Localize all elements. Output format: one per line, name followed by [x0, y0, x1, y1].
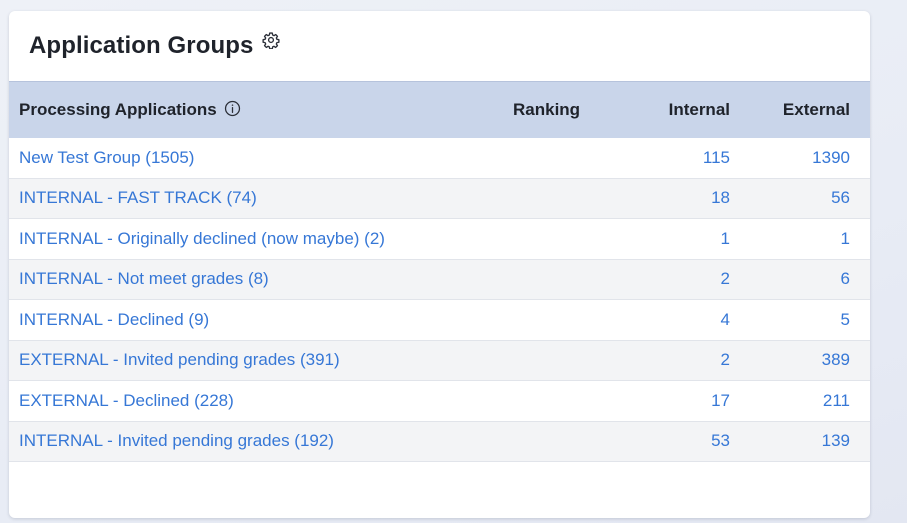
ranking-cell — [469, 340, 629, 381]
gear-icon[interactable] — [262, 31, 281, 50]
ranking-cell — [469, 300, 629, 341]
external-count-link[interactable]: 1390 — [812, 147, 850, 167]
group-link[interactable]: INTERNAL - Not meet grades (8) — [19, 269, 269, 289]
group-link[interactable]: INTERNAL - Declined (9) — [19, 309, 210, 329]
table-row: INTERNAL - Not meet grades (8) 2 6 — [9, 259, 870, 300]
table-row: INTERNAL - Originally declined (now mayb… — [9, 219, 870, 260]
internal-count-link[interactable]: 115 — [702, 147, 730, 167]
table-row: EXTERNAL - Invited pending grades (391) … — [9, 340, 870, 381]
external-count-link[interactable]: 389 — [821, 350, 850, 370]
group-link[interactable]: New Test Group (1505) — [19, 147, 195, 167]
external-count-link[interactable]: 139 — [821, 431, 850, 451]
internal-count-link[interactable]: 53 — [711, 431, 730, 451]
group-link[interactable]: INTERNAL - FAST TRACK (74) — [19, 188, 257, 208]
table-row: INTERNAL - Declined (9) 4 5 — [9, 300, 870, 341]
external-count-link[interactable]: 1 — [840, 228, 850, 248]
external-count-link[interactable]: 211 — [822, 390, 850, 410]
table-row: INTERNAL - FAST TRACK (74) 18 56 — [9, 178, 870, 219]
internal-count-link[interactable]: 18 — [711, 188, 730, 208]
column-header-processing-applications: Processing Applications — [9, 82, 469, 138]
column-header-label: Processing Applications — [19, 99, 217, 119]
group-link[interactable]: EXTERNAL - Declined (228) — [19, 390, 234, 410]
column-header-ranking[interactable]: Ranking — [513, 99, 581, 119]
ranking-cell — [469, 219, 629, 260]
card-header: Application Groups — [9, 11, 870, 81]
ranking-cell — [469, 381, 629, 422]
table-header-row: Processing Applications Ranking Internal… — [9, 81, 870, 138]
group-link[interactable]: INTERNAL - Originally declined (now mayb… — [19, 228, 385, 248]
ranking-cell — [469, 178, 629, 219]
column-header-internal[interactable]: Internal — [668, 99, 730, 119]
internal-count-link[interactable]: 17 — [711, 390, 730, 410]
group-link[interactable]: INTERNAL - Invited pending grades (192) — [19, 431, 334, 451]
info-icon[interactable] — [224, 100, 240, 116]
application-groups-card: Application Groups Processing Applicatio… — [9, 11, 870, 518]
group-link[interactable]: EXTERNAL - Invited pending grades (391) — [19, 350, 340, 370]
ranking-cell — [469, 421, 629, 462]
card-title: Application Groups — [29, 32, 254, 59]
application-groups-table: Processing Applications Ranking Internal… — [9, 81, 870, 462]
table-row: New Test Group (1505) 115 1390 — [9, 138, 870, 179]
ranking-cell — [469, 259, 629, 300]
table-row: INTERNAL - Invited pending grades (192) … — [9, 421, 870, 462]
external-count-link[interactable]: 6 — [840, 269, 850, 289]
internal-count-link[interactable]: 2 — [720, 269, 730, 289]
external-count-link[interactable]: 56 — [831, 188, 850, 208]
internal-count-link[interactable]: 1 — [720, 228, 730, 248]
internal-count-link[interactable]: 2 — [720, 350, 730, 370]
external-count-link[interactable]: 5 — [840, 309, 850, 329]
column-header-external[interactable]: External — [782, 99, 850, 119]
table-row: EXTERNAL - Declined (228) 17 211 — [9, 381, 870, 422]
ranking-cell — [469, 138, 629, 179]
internal-count-link[interactable]: 4 — [720, 309, 730, 329]
